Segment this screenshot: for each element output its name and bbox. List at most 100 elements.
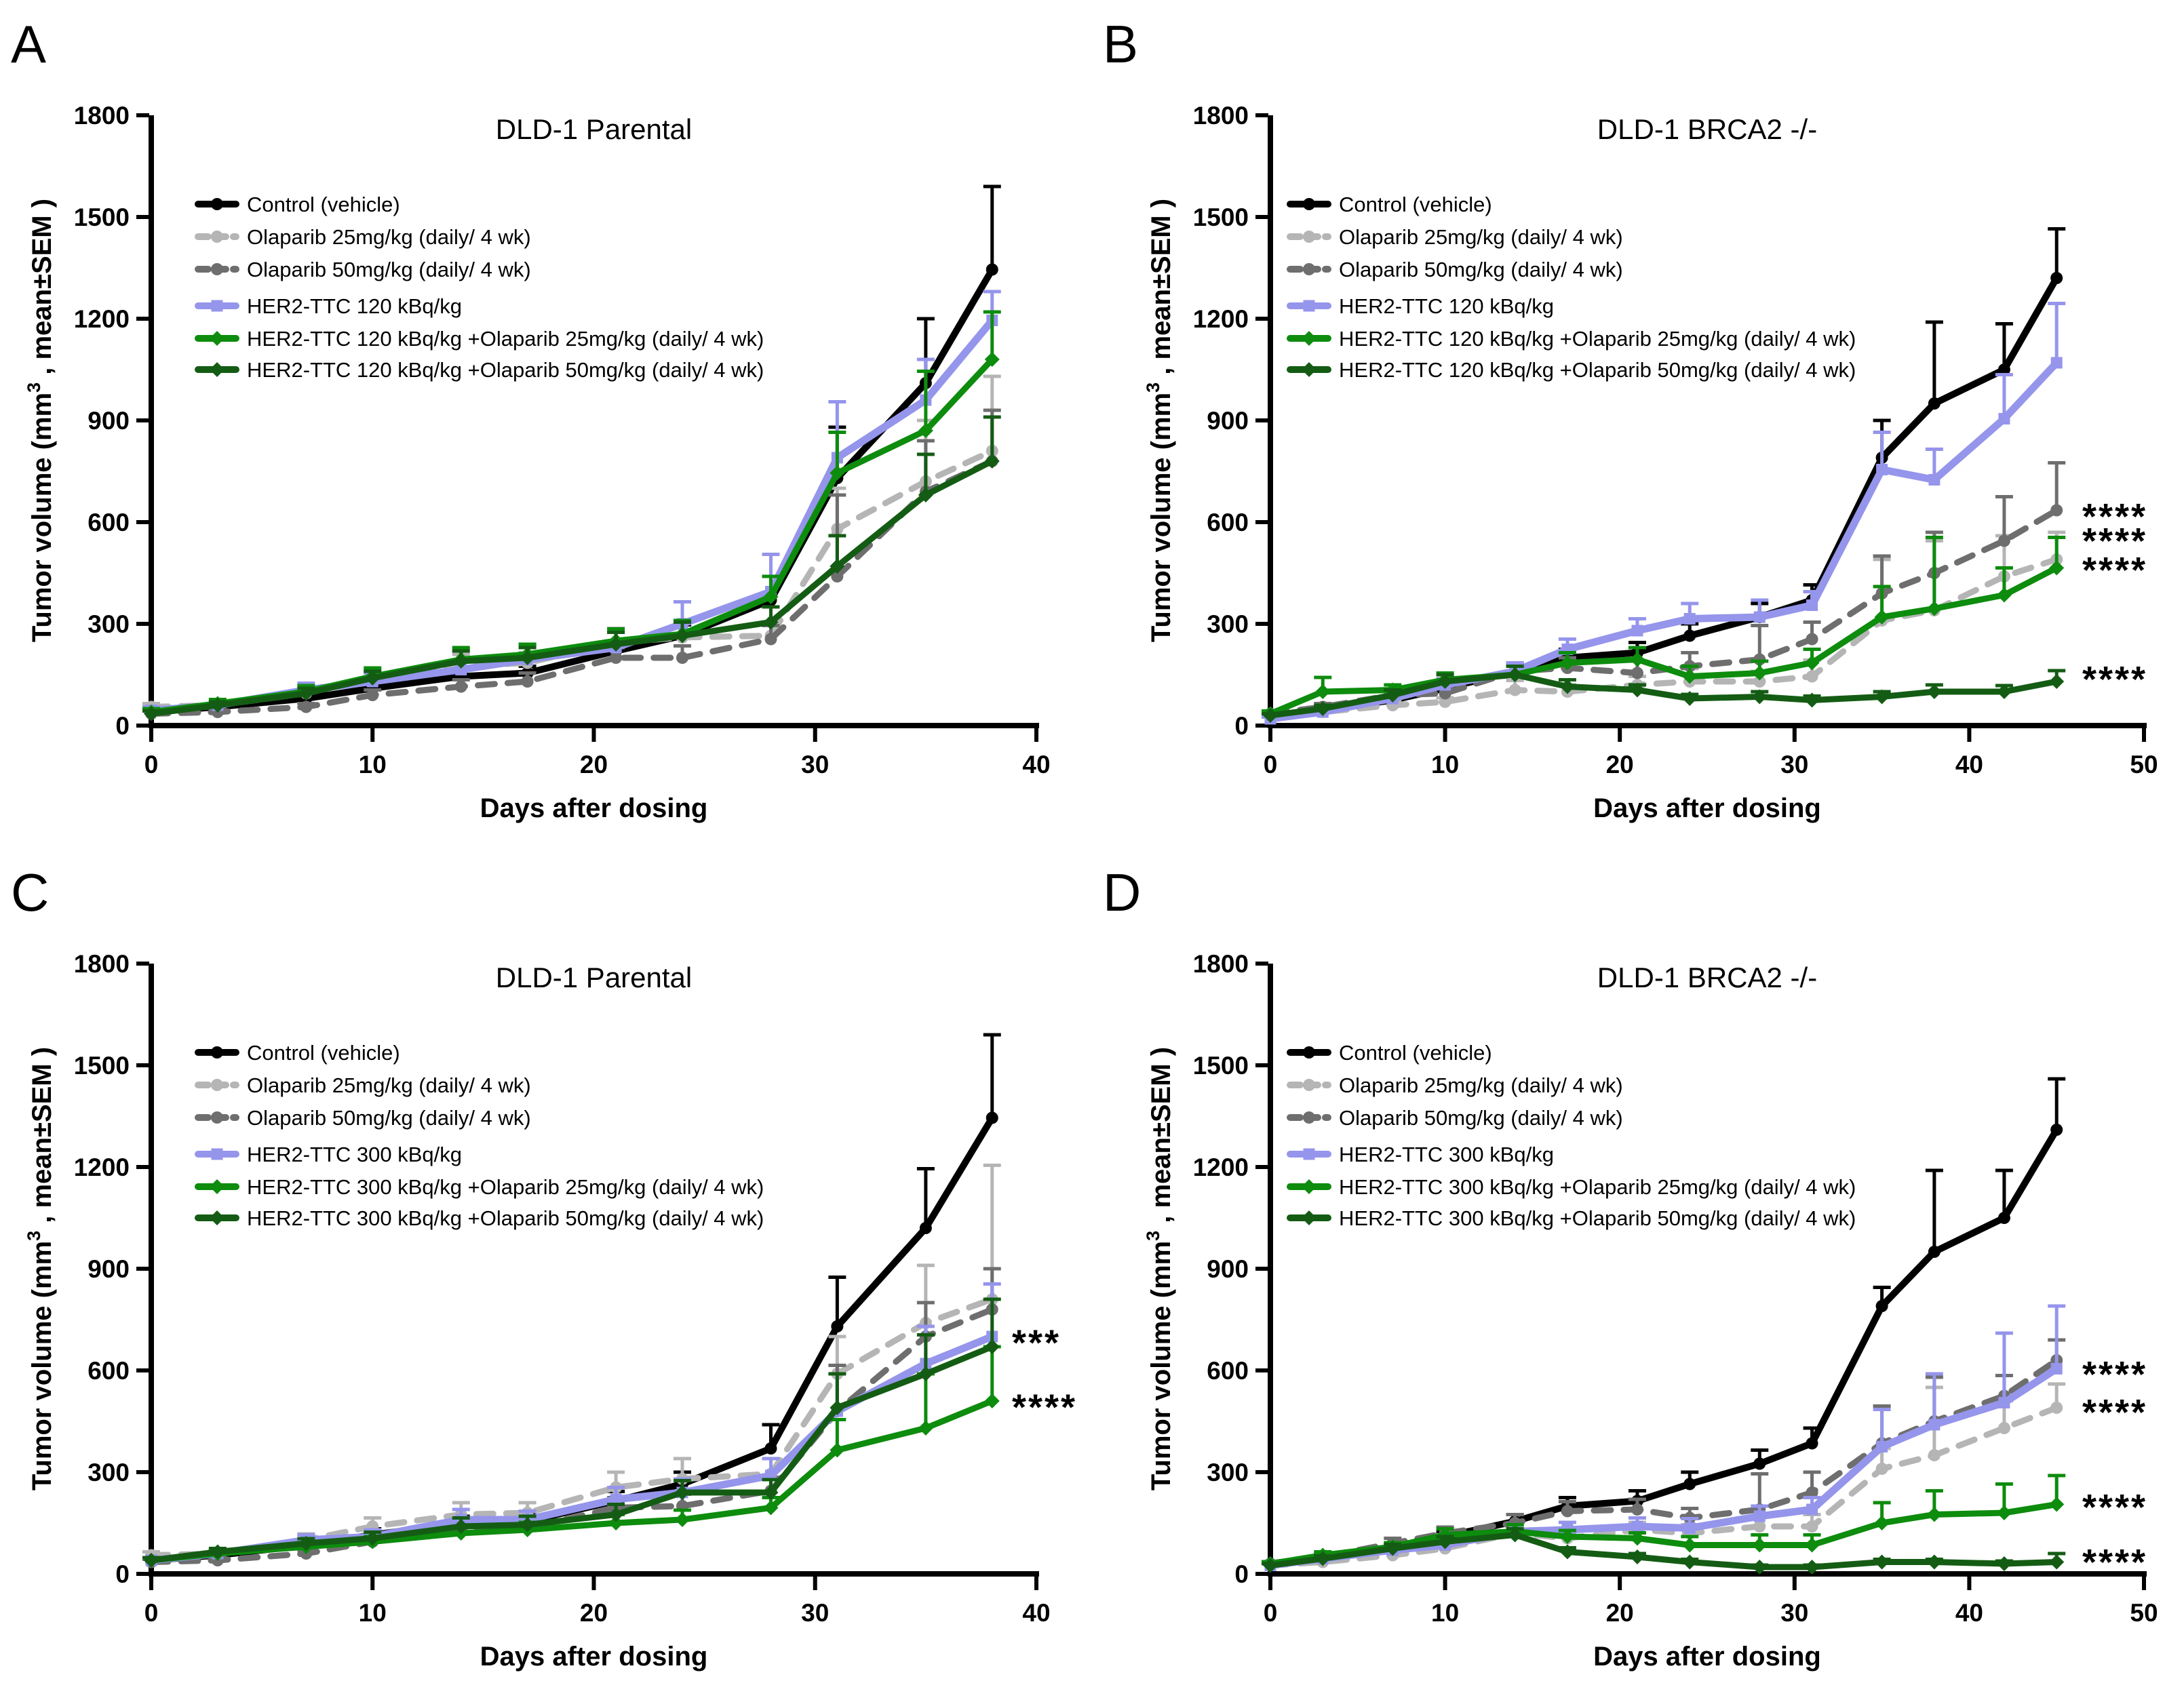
data-point-marker bbox=[830, 1442, 845, 1458]
series-line bbox=[148, 266, 996, 715]
data-point-marker bbox=[1437, 674, 1453, 689]
data-point-marker bbox=[676, 652, 688, 664]
data-point-marker bbox=[1926, 1507, 1942, 1522]
significance-annotation: **** bbox=[2082, 659, 2147, 700]
legend-item-olaparib-50: Olaparib 50mg/kg (daily/ 4 wk) bbox=[1287, 1106, 1623, 1130]
data-point-marker bbox=[2049, 560, 2065, 576]
x-tick-label: 0 bbox=[1264, 751, 1278, 778]
data-point-marker bbox=[1926, 1554, 1942, 1570]
data-point-marker bbox=[608, 637, 624, 652]
legend-label: Olaparib 25mg/kg (daily/ 4 wk) bbox=[1339, 225, 1623, 249]
significance-annotation: **** bbox=[2082, 496, 2147, 537]
data-point-marker bbox=[521, 675, 534, 688]
data-point-marker bbox=[984, 1393, 1000, 1408]
x-tick-label: 20 bbox=[580, 751, 608, 778]
data-point-marker bbox=[1875, 1300, 1888, 1312]
legend-item-her2-ttc-ola25: HER2-TTC 300 kBq/kg +Olaparib 25mg/kg (d… bbox=[195, 1175, 764, 1199]
data-point-marker bbox=[455, 664, 467, 675]
legend-item-olaparib-25: Olaparib 25mg/kg (daily/ 4 wk) bbox=[195, 1073, 531, 1097]
significance-annotation: **** bbox=[1012, 1387, 1077, 1428]
data-point-marker bbox=[1631, 667, 1643, 679]
data-point-marker bbox=[763, 1500, 779, 1516]
data-point-marker bbox=[1303, 1148, 1315, 1160]
series-her2-ttc-ola50 bbox=[1262, 665, 2066, 723]
x-axis-label: Days after dosing bbox=[480, 1642, 708, 1672]
data-point-marker bbox=[675, 628, 690, 644]
data-point-marker bbox=[144, 706, 159, 721]
legend-item-her2-ttc: HER2-TTC 120 kBq/kg bbox=[195, 294, 462, 318]
data-point-marker bbox=[1315, 1551, 1331, 1566]
x-tick-label: 10 bbox=[359, 751, 387, 778]
data-point-marker bbox=[986, 263, 998, 276]
data-point-marker bbox=[211, 300, 223, 312]
legend-item-olaparib-25: Olaparib 25mg/kg (daily/ 4 wk) bbox=[1287, 1073, 1623, 1097]
data-point-marker bbox=[1874, 1516, 1890, 1530]
legend-label: Olaparib 25mg/kg (daily/ 4 wk) bbox=[1339, 1073, 1623, 1097]
legend-item-her2-ttc-ola25: HER2-TTC 120 kBq/kg +Olaparib 25mg/kg (d… bbox=[195, 327, 764, 351]
data-point-marker bbox=[144, 1553, 159, 1568]
data-point-marker bbox=[210, 1179, 225, 1194]
x-axis-label: Days after dosing bbox=[480, 793, 708, 823]
data-point-marker bbox=[1998, 413, 2010, 424]
data-point-marker bbox=[830, 1400, 845, 1415]
y-tick-label: 1800 bbox=[1193, 102, 1249, 130]
data-point-marker bbox=[1682, 691, 1698, 706]
series-line bbox=[1267, 556, 2060, 719]
data-point-marker bbox=[1683, 1478, 1696, 1490]
data-point-marker bbox=[211, 1079, 223, 1091]
data-point-marker bbox=[1926, 601, 1942, 616]
data-point-marker bbox=[986, 1111, 998, 1124]
data-point-marker bbox=[365, 1530, 381, 1546]
data-point-marker bbox=[1263, 708, 1278, 723]
data-point-marker bbox=[918, 488, 933, 502]
data-point-marker bbox=[675, 1512, 690, 1527]
data-point-marker bbox=[211, 231, 223, 243]
data-point-marker bbox=[1437, 1534, 1453, 1549]
data-point-marker bbox=[1996, 587, 2012, 603]
legend-item-her2-ttc-ola50: HER2-TTC 300 kBq/kg +Olaparib 50mg/kg (d… bbox=[1287, 1206, 1856, 1230]
data-point-marker bbox=[298, 1536, 314, 1551]
data-point-marker bbox=[1631, 1520, 1643, 1533]
data-point-marker bbox=[1303, 1111, 1315, 1124]
data-point-marker bbox=[1753, 1457, 1766, 1470]
data-point-marker bbox=[1928, 474, 1941, 486]
series-line bbox=[148, 1296, 996, 1558]
data-point-marker bbox=[1806, 1503, 1818, 1516]
y-tick-label: 0 bbox=[115, 1560, 130, 1588]
legend-item-her2-ttc: HER2-TTC 120 kBq/kg bbox=[1287, 294, 1554, 318]
x-tick-label: 20 bbox=[1606, 1599, 1634, 1627]
y-tick-label: 900 bbox=[1207, 407, 1249, 435]
legend-label: HER2-TTC 300 kBq/kg +Olaparib 25mg/kg (d… bbox=[247, 1175, 764, 1199]
data-point-marker bbox=[1303, 263, 1315, 275]
legend-label: HER2-TTC 120 kBq/kg bbox=[247, 294, 462, 318]
legend-item-control: Control (vehicle) bbox=[195, 193, 400, 216]
series-olaparib-50 bbox=[1262, 1338, 2066, 1570]
significance-annotation: **** bbox=[2082, 1392, 2147, 1433]
legend-item-her2-ttc-ola50: HER2-TTC 120 kBq/kg +Olaparib 50mg/kg (d… bbox=[195, 358, 764, 382]
legend-label: Control (vehicle) bbox=[247, 193, 400, 216]
data-point-marker bbox=[1315, 684, 1331, 699]
panel-D: D DLD-1 BRCA2 -/- 0 300 600 900 1200 1500 1800 0 1… bbox=[1103, 863, 2158, 1672]
y-tick-label: 0 bbox=[115, 712, 130, 740]
x-tick-label: 40 bbox=[1955, 751, 1983, 778]
data-point-marker bbox=[1996, 1505, 2012, 1520]
data-point-marker bbox=[1629, 682, 1645, 698]
y-tick-label: 1500 bbox=[74, 1052, 130, 1080]
data-point-marker bbox=[2050, 357, 2063, 369]
legend-item-her2-ttc-ola25: HER2-TTC 300 kBq/kg +Olaparib 25mg/kg (d… bbox=[1287, 1175, 1856, 1199]
data-point-marker bbox=[1439, 696, 1451, 708]
series-olaparib-50 bbox=[142, 408, 1001, 720]
data-point-marker bbox=[1874, 689, 1890, 705]
series-her2-ttc-ola50 bbox=[142, 1297, 1001, 1568]
legend-item-control: Control (vehicle) bbox=[1287, 193, 1492, 216]
data-point-marker bbox=[1559, 1529, 1575, 1544]
series-line bbox=[1266, 1365, 2061, 1569]
data-point-marker bbox=[1303, 231, 1315, 243]
y-tick-label: 1800 bbox=[1193, 950, 1249, 978]
x-tick-label: 30 bbox=[801, 751, 829, 778]
y-axis-label: Tumor volume (mm3 , mean±SEM ) bbox=[1143, 199, 1176, 642]
data-point-marker bbox=[1997, 534, 2010, 547]
data-point-marker bbox=[1752, 689, 1768, 705]
series-line bbox=[148, 458, 996, 717]
